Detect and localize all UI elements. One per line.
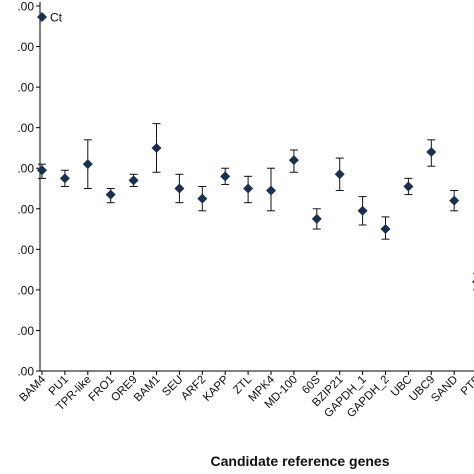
x-tick-label: BAM1	[132, 374, 163, 405]
data-point	[449, 195, 460, 206]
data-point	[288, 155, 299, 166]
data-point	[174, 183, 185, 194]
axes	[39, 2, 474, 372]
x-tick-label: KAPP	[201, 373, 231, 403]
data-points	[37, 142, 474, 284]
data-point	[357, 205, 368, 216]
y-tick-label: .00	[17, 121, 34, 135]
y-tick-label: .00	[17, 0, 34, 14]
error-bars	[38, 123, 474, 291]
y-tick-label: .00	[17, 365, 34, 379]
data-point	[220, 171, 231, 182]
data-point	[311, 213, 322, 224]
y-tick-label: .00	[17, 81, 34, 95]
legend-marker	[37, 12, 47, 22]
data-point	[59, 173, 70, 184]
x-axis-title: Candidate reference genes	[211, 453, 390, 469]
x-tick-label: PTB	[459, 373, 474, 398]
data-point	[151, 142, 162, 153]
y-tick-label: .00	[17, 283, 34, 297]
legend-label: Ct	[50, 11, 63, 25]
data-point	[128, 175, 139, 186]
data-point	[82, 159, 93, 170]
legend: Ct	[37, 11, 63, 25]
data-point	[266, 185, 276, 196]
data-point	[105, 189, 116, 200]
data-point	[334, 169, 345, 180]
y-tick-label: .00	[17, 40, 34, 54]
data-point	[426, 147, 437, 157]
y-tick-label: .00	[17, 243, 34, 257]
data-point	[37, 165, 47, 176]
y-tick-label: .00	[17, 202, 34, 216]
data-point	[197, 193, 208, 204]
y-axis-ticks: .00 .00 .00 .00 .00 .00 .00 .00 .00 .00	[17, 0, 40, 379]
data-point	[403, 181, 414, 192]
y-tick-label: .00	[17, 324, 34, 338]
y-tick-label: .00	[17, 162, 34, 176]
data-point	[380, 224, 391, 235]
data-point	[243, 183, 254, 194]
x-tick-label: SAND	[429, 374, 460, 405]
